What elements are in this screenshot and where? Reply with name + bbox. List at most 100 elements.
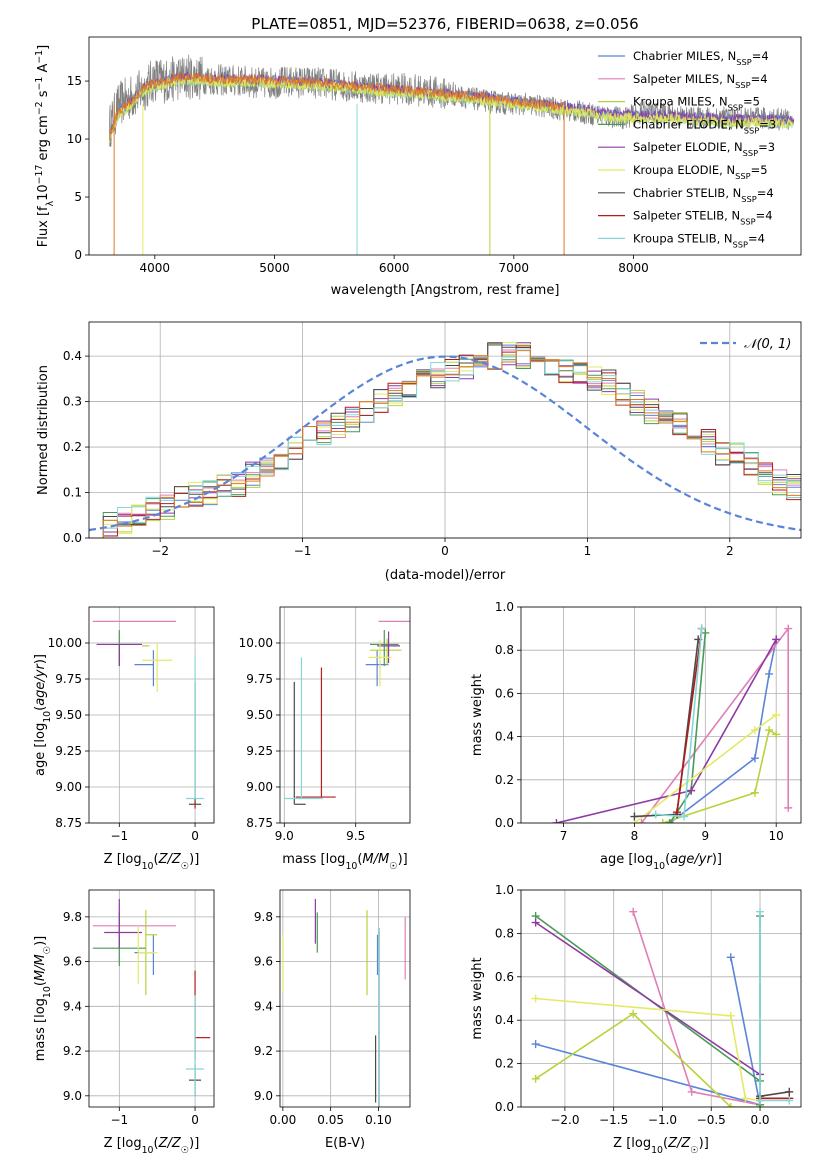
x-axis-label: mass [log10(M/M☉)] <box>282 852 408 872</box>
x-tick-label: 0 <box>441 544 449 558</box>
x-axis-label-part: ☉ <box>181 861 189 872</box>
normal-curve <box>89 355 801 532</box>
y-axis-label-part: −2 <box>34 101 45 115</box>
legend-label-part: =4 <box>752 49 769 63</box>
legend-label-part: =3 <box>758 140 775 154</box>
x-tick-label: −1.0 <box>648 1113 677 1127</box>
weight-marker <box>772 730 781 739</box>
x-tick-label: 5000 <box>259 261 290 275</box>
y-tick-label: 9.4 <box>254 999 273 1013</box>
panel-mass_vs_Z: −1 09.09.29.49.69.8Z [log10(Z/Z☉)]mass [l… <box>33 889 215 1156</box>
weight-marker <box>726 1103 735 1107</box>
plot-area <box>89 341 801 538</box>
y-axis-label-part: age/yr <box>33 662 48 705</box>
weight-marker <box>772 635 781 644</box>
x-axis-label-part: M/M <box>362 852 389 867</box>
panel-weight_vs_Z: −2.0 −1.5 −1.0 −0.5 0.0 0.0 0.2 0.4 0.6 0.8 1.0 Z [… <box>470 883 802 1156</box>
x-axis-label: E(B-V) <box>325 1136 365 1151</box>
x-axis-label-part: ☉ <box>389 861 397 872</box>
weight-marker <box>784 803 793 812</box>
legend-label: Chabrier ELODIE, NSSP=3 <box>633 117 776 135</box>
y-tick-label: 9.2 <box>254 1044 273 1058</box>
legend-label-part: Salpeter ELODIE, N <box>633 140 743 154</box>
y-tick-label: 9.8 <box>254 910 273 924</box>
weight-marker <box>629 907 638 916</box>
x-axis-label-part: Z/Z <box>158 852 182 867</box>
figure-title: PLATE=0851, MJD=52376, FIBERID=0638, z=0… <box>251 15 638 33</box>
weight-marker <box>726 1011 735 1020</box>
plot-area <box>552 624 793 823</box>
x-axis-label: Z [log10(Z/Z☉)] <box>104 1136 200 1156</box>
x-tick-label: 0.0 <box>750 1113 769 1127</box>
y-tick-label: 1.0 <box>495 883 514 897</box>
weight-line <box>662 728 777 823</box>
x-axis-label-part: ( <box>665 852 670 867</box>
legend-label-part: Salpeter MILES, N <box>633 72 735 86</box>
weight-line <box>535 1012 760 1107</box>
legend-label-part: SSP <box>735 80 750 90</box>
panel-age_vs_mass: 9.0 9.5 8.75 9.00 9.25 9.50 9.75 10.00 mass [log… <box>239 606 411 872</box>
weight-marker <box>765 669 774 678</box>
x-axis-label-part: )] <box>189 1136 199 1151</box>
legend-label-part: Kroupa STELIB, N <box>633 231 733 245</box>
y-tick-label: 0.2 <box>495 773 514 787</box>
y-axis-label-part: ☉ <box>42 946 53 954</box>
y-tick-label: 0.0 <box>63 531 82 545</box>
y-tick-label: 9.75 <box>55 672 82 686</box>
y-tick-label: 0.0 <box>495 1100 514 1114</box>
x-axis-label-part: ☉ <box>181 1145 189 1156</box>
y-tick-label: 8.75 <box>246 816 273 830</box>
weight-marker <box>741 1094 750 1103</box>
y-tick-label: 9.6 <box>63 955 82 969</box>
x-tick-label: 9.0 <box>275 829 294 843</box>
weight-marker <box>552 819 561 823</box>
legend-label: Kroupa STELIB, NSSP=4 <box>633 231 765 249</box>
x-tick-label: 9.5 <box>346 829 365 843</box>
weight-marker <box>750 754 759 763</box>
weight-line <box>669 639 777 823</box>
x-tick-label: −1 <box>294 544 312 558</box>
y-tick-label: 5 <box>74 190 82 204</box>
legend-label-part: =3 <box>759 117 776 131</box>
legend-label: Chabrier STELIB, NSSP=4 <box>633 186 774 204</box>
legend-label-part: SSP <box>728 103 743 113</box>
weight-marker <box>665 819 674 823</box>
weight-marker <box>630 812 639 821</box>
y-axis-label: mass weight <box>470 674 485 756</box>
x-tick-label: 2 <box>726 544 734 558</box>
y-axis-label-part: Flux [f <box>36 206 51 247</box>
legend-label-part: Chabrier STELIB, N <box>633 186 741 200</box>
x-axis-label-part: Z/Z <box>158 1136 182 1151</box>
weight-marker <box>701 628 710 637</box>
y-axis-label-part: )] <box>33 936 48 946</box>
y-tick-label: 0.0 <box>495 816 514 830</box>
x-tick-label: 7000 <box>499 261 530 275</box>
legend-label: 𝒩(0, 1) <box>744 337 791 352</box>
legend-label-part: SSP <box>736 57 751 67</box>
x-tick-label: 8 <box>631 829 639 843</box>
x-axis-label-part: 10 <box>142 1145 154 1156</box>
weight-marker <box>531 1074 540 1083</box>
x-tick-label: −0.5 <box>697 1113 726 1127</box>
weight-marker <box>750 788 759 797</box>
plot-area <box>108 54 795 255</box>
legend-label-part: SSP <box>743 148 758 158</box>
y-tick-label: 0 <box>74 248 82 262</box>
weight-marker <box>651 810 660 819</box>
legend-label-part: =5 <box>743 95 760 109</box>
legend-label-part: =5 <box>751 163 768 177</box>
y-tick-label: 0.6 <box>495 970 514 984</box>
plot-area <box>92 620 205 809</box>
y-axis-label-part: ] <box>36 45 51 50</box>
plot-area <box>284 620 410 805</box>
y-tick-label: 8.75 <box>55 816 82 830</box>
legend-label-part: =4 <box>748 231 765 245</box>
x-axis-label-part: )] <box>712 852 722 867</box>
y-axis-label-part: A <box>36 64 51 77</box>
x-tick-label: 0 <box>191 829 199 843</box>
axes-frame <box>520 606 802 824</box>
legend-label: Kroupa MILES, NSSP=5 <box>633 95 760 113</box>
y-axis-label-part: 10 <box>42 711 53 723</box>
